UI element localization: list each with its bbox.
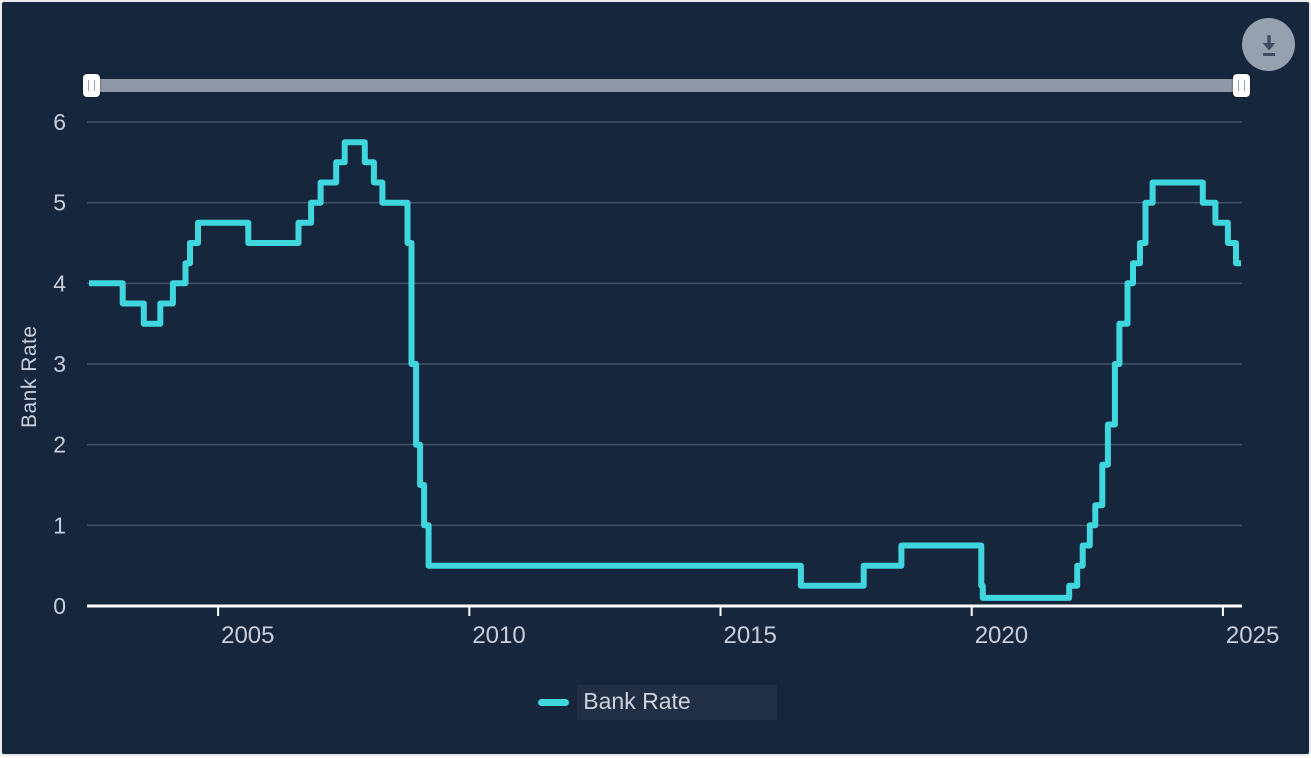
- range-slider-left-handle[interactable]: [83, 74, 100, 97]
- legend-label: Bank Rate: [577, 685, 776, 720]
- x-tick-label: 2010: [472, 622, 525, 649]
- x-tick-label: 2015: [724, 622, 777, 649]
- y-tick-label: 4: [53, 270, 66, 296]
- y-axis-title: Bank Rate: [18, 298, 42, 428]
- download-button[interactable]: [1242, 18, 1295, 71]
- range-slider-right-handle[interactable]: [1233, 74, 1250, 97]
- x-tick-label: 2005: [221, 622, 274, 649]
- y-tick-label: 2: [53, 432, 66, 458]
- y-tick-label: 3: [53, 351, 66, 377]
- download-icon: [1256, 32, 1282, 58]
- slider-grip-icon: [1238, 80, 1245, 91]
- legend: Bank Rate: [2, 685, 1311, 719]
- y-tick-label: 1: [53, 512, 66, 538]
- x-tick-label: 2025: [1226, 622, 1279, 649]
- y-tick-label: 0: [53, 593, 66, 619]
- range-slider: [2, 70, 1311, 100]
- range-slider-track[interactable]: [87, 79, 1249, 92]
- bank-rate-series-line[interactable]: [89, 142, 1241, 598]
- x-tick-label: 2020: [975, 622, 1028, 649]
- y-tick-label: 5: [53, 190, 66, 216]
- slider-grip-icon: [88, 80, 95, 91]
- y-tick-label: 6: [53, 109, 66, 135]
- legend-swatch: [538, 699, 569, 706]
- legend-item-bank-rate[interactable]: Bank Rate: [538, 685, 776, 720]
